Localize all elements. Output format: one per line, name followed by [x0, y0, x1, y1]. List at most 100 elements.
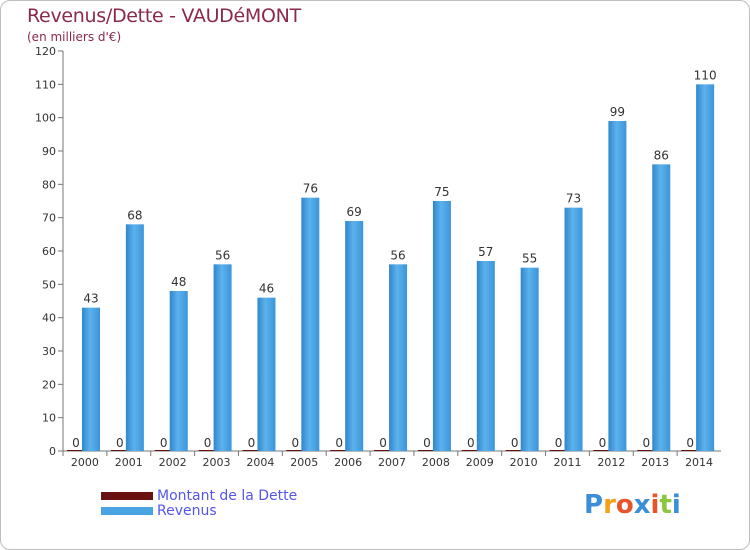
data-label-revenus: 75	[434, 185, 449, 199]
bar-revenus	[301, 197, 320, 451]
logo-letter: i	[650, 490, 660, 520]
data-label-dette: 0	[423, 436, 431, 450]
data-label-revenus: 55	[522, 252, 537, 266]
y-tick-label: 70	[42, 212, 56, 225]
data-label-revenus: 73	[566, 192, 581, 206]
bar-dette	[154, 450, 173, 451]
logo-letter: t	[659, 490, 672, 520]
bar-revenus	[652, 164, 671, 452]
logo-letter: o	[615, 490, 634, 520]
logo-letter: i	[671, 490, 681, 520]
bar-revenus	[213, 264, 232, 451]
x-tick-label: 2001	[115, 456, 143, 469]
proxiti-logo: Proxiti	[584, 490, 681, 520]
data-label-revenus: 43	[83, 292, 98, 306]
logo-letter: P	[584, 490, 604, 520]
bar-dette	[681, 450, 700, 451]
data-label-dette: 0	[642, 436, 650, 450]
x-tick-label: 2010	[510, 456, 538, 469]
data-label-revenus: 46	[259, 282, 274, 296]
chart-title: Revenus/Dette - VAUDéMONT	[27, 5, 301, 27]
data-label-dette: 0	[467, 436, 475, 450]
bar-revenus	[476, 261, 495, 451]
x-axis: 2000 2001 2002 2003 2004 2005 2006 2007 2008 2009…	[62, 450, 721, 469]
data-label-dette: 0	[686, 436, 694, 450]
bar-revenus	[564, 207, 583, 451]
data-label-revenus: 56	[390, 248, 405, 262]
data-label-dette: 0	[204, 436, 212, 450]
bar-revenus	[125, 224, 144, 451]
legend-swatch-revenus	[101, 507, 153, 515]
data-label-revenus: 76	[303, 182, 318, 196]
bars: 0 43 0 68 0 48 0 56 0 46 0 76 0 69 0 56 0 75 0 57 0 55 0 73 0 99 0…	[67, 68, 717, 452]
data-label-revenus: 69	[347, 205, 362, 219]
data-label-dette: 0	[555, 436, 563, 450]
bar-dette	[417, 450, 436, 451]
y-tick-label: 120	[35, 45, 56, 58]
data-label-revenus: 57	[478, 245, 493, 259]
y-tick-label: 60	[42, 245, 56, 258]
data-label-revenus: 110	[694, 68, 717, 82]
data-label-dette: 0	[599, 436, 607, 450]
x-tick-label: 2008	[422, 456, 450, 469]
bar-revenus	[169, 291, 188, 451]
x-tick-label: 2002	[159, 456, 187, 469]
bar-revenus	[696, 84, 715, 451]
y-tick-label: 30	[42, 345, 56, 358]
data-label-revenus: 56	[215, 248, 230, 262]
chart-subtitle: (en milliers d'€)	[27, 30, 122, 44]
bar-dette	[198, 450, 217, 451]
x-tick-label: 2006	[334, 456, 362, 469]
legend-label-dette: Montant de la Dette	[157, 488, 298, 504]
x-tick-label: 2009	[466, 456, 494, 469]
bar-dette	[330, 450, 349, 451]
bar-revenus	[82, 307, 100, 451]
data-label-dette: 0	[116, 436, 124, 450]
x-tick-label: 2005	[290, 456, 318, 469]
logo-letter: x	[633, 490, 651, 520]
bar-revenus	[389, 264, 408, 451]
bar-revenus	[608, 121, 627, 451]
bar-revenus	[345, 221, 364, 451]
y-tick-label: 10	[42, 412, 56, 425]
data-label-dette: 0	[72, 436, 80, 450]
legend-item-revenus: Revenus	[101, 503, 217, 519]
bar-dette	[242, 450, 261, 451]
x-tick-label: 2007	[378, 456, 406, 469]
data-label-dette: 0	[292, 436, 300, 450]
bar-dette	[549, 450, 568, 451]
bar-dette	[286, 450, 305, 451]
y-tick-label: 40	[42, 312, 56, 325]
y-tick-label: 110	[35, 78, 56, 91]
y-tick-label: 100	[35, 112, 56, 125]
data-label-revenus: 48	[171, 275, 186, 289]
data-label-dette: 0	[511, 436, 519, 450]
data-label-revenus: 86	[654, 148, 669, 162]
x-tick-label: 2014	[685, 456, 713, 469]
x-tick-label: 2004	[246, 456, 274, 469]
y-tick-label: 0	[49, 445, 56, 458]
legend-label-revenus: Revenus	[157, 503, 217, 519]
bar-dette	[110, 450, 129, 451]
x-tick-label: 2012	[597, 456, 625, 469]
logo-letter: r	[603, 490, 616, 520]
y-tick-label: 80	[42, 178, 56, 191]
y-axis: 0 10 20 30 40 50 60 70 80 90 100 110 120	[35, 45, 64, 458]
bar-dette	[374, 450, 393, 451]
x-tick-label: 2000	[71, 456, 99, 469]
y-tick-label: 50	[42, 278, 56, 291]
legend-item-dette: Montant de la Dette	[101, 488, 297, 504]
legend-swatch-dette	[101, 492, 153, 500]
bar-revenus	[257, 297, 276, 451]
bar-revenus	[432, 201, 451, 451]
data-label-revenus: 68	[127, 208, 142, 222]
data-label-dette: 0	[160, 436, 168, 450]
y-tick-label: 90	[42, 145, 56, 158]
x-tick-label: 2011	[553, 456, 581, 469]
data-label-dette: 0	[248, 436, 256, 450]
x-tick-label: 2003	[203, 456, 231, 469]
y-tick-label: 20	[42, 378, 56, 391]
bar-dette	[593, 450, 612, 451]
